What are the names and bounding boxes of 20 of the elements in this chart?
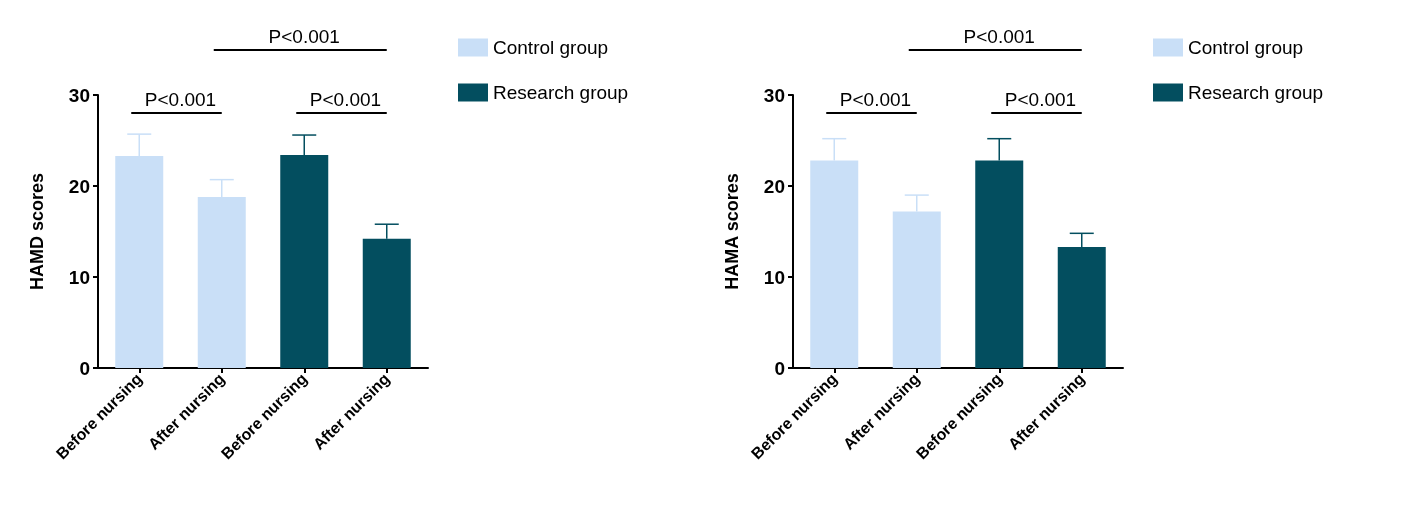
y-tick-label: 10: [68, 266, 90, 288]
y-axis-title: HAMD scores: [27, 172, 47, 291]
y-axis-title: HAMA scores: [722, 173, 742, 290]
y-tick-label: 10: [763, 266, 785, 288]
legend-label: Research group: [493, 82, 629, 103]
y-tick-label: 30: [68, 84, 90, 106]
y-tick-label: 30: [763, 84, 785, 106]
text: P<0.001: [268, 26, 340, 47]
y-tick-label: 0: [79, 357, 90, 379]
text: P<0.001: [963, 26, 1035, 47]
annotation: P<0.001: [309, 89, 382, 110]
annotation: P<0.001: [839, 89, 912, 110]
y-tick-label: 20: [68, 175, 90, 197]
y-tick-label: 20: [763, 175, 785, 197]
annotation: P<0.001: [144, 89, 217, 110]
legend-label: Control group: [1188, 37, 1304, 58]
annotation: P<0.001: [1004, 89, 1077, 110]
legend-label: Research group: [1188, 82, 1324, 103]
legend-label: Control group: [493, 37, 609, 58]
y-tick-label: 0: [774, 357, 785, 379]
